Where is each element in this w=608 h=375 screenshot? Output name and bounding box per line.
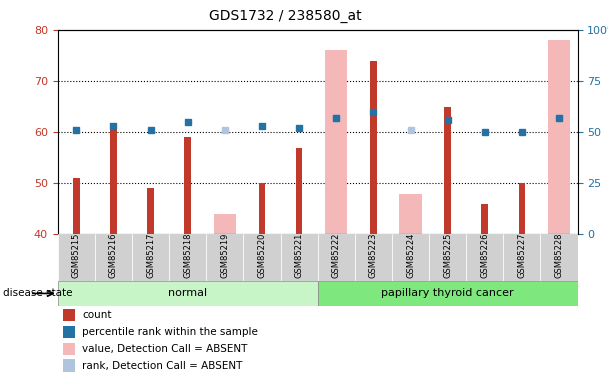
Text: GSM85223: GSM85223 <box>369 233 378 278</box>
Bar <box>466 234 503 281</box>
Bar <box>58 234 95 281</box>
Bar <box>147 188 154 234</box>
Text: rank, Detection Call = ABSENT: rank, Detection Call = ABSENT <box>82 360 243 370</box>
Bar <box>280 234 317 281</box>
Bar <box>63 360 75 372</box>
Bar <box>444 106 451 234</box>
Text: GSM85216: GSM85216 <box>109 233 118 278</box>
Text: GSM85226: GSM85226 <box>480 233 489 278</box>
Text: GSM85215: GSM85215 <box>72 233 81 278</box>
Bar <box>295 147 302 234</box>
Bar <box>519 183 525 234</box>
Bar <box>206 234 243 281</box>
Text: disease state: disease state <box>3 288 72 298</box>
Bar <box>392 234 429 281</box>
Bar <box>355 234 392 281</box>
Bar <box>58 281 317 306</box>
Bar <box>482 204 488 234</box>
Text: GDS1732 / 238580_at: GDS1732 / 238580_at <box>209 9 362 23</box>
Text: GSM85222: GSM85222 <box>332 233 340 278</box>
Text: GSM85219: GSM85219 <box>220 233 229 278</box>
Bar <box>63 343 75 355</box>
Bar <box>429 234 466 281</box>
Text: count: count <box>82 310 112 320</box>
Bar <box>317 234 355 281</box>
Text: GSM85227: GSM85227 <box>517 233 527 278</box>
Bar <box>132 234 169 281</box>
Text: GSM85224: GSM85224 <box>406 233 415 278</box>
Text: GSM85225: GSM85225 <box>443 233 452 278</box>
Bar <box>399 194 421 234</box>
Bar <box>169 234 206 281</box>
Bar <box>110 127 117 234</box>
Text: GSM85220: GSM85220 <box>257 233 266 278</box>
Bar <box>370 61 377 234</box>
Bar <box>325 51 347 234</box>
Bar <box>541 234 578 281</box>
Text: GSM85217: GSM85217 <box>146 233 155 278</box>
Bar <box>73 178 80 234</box>
Bar <box>95 234 132 281</box>
Text: papillary thyroid cancer: papillary thyroid cancer <box>381 288 514 298</box>
Text: value, Detection Call = ABSENT: value, Detection Call = ABSENT <box>82 344 247 354</box>
Bar <box>63 309 75 321</box>
Bar <box>184 137 191 234</box>
Bar <box>503 234 541 281</box>
Bar <box>317 281 578 306</box>
Bar <box>214 214 236 234</box>
Text: percentile rank within the sample: percentile rank within the sample <box>82 327 258 337</box>
Text: GSM85218: GSM85218 <box>183 233 192 278</box>
Text: GSM85228: GSM85228 <box>554 233 564 278</box>
Bar <box>243 234 280 281</box>
Bar <box>258 183 265 234</box>
Bar <box>63 326 75 338</box>
Text: GSM85221: GSM85221 <box>295 233 303 278</box>
Text: normal: normal <box>168 288 207 298</box>
Bar <box>548 40 570 234</box>
